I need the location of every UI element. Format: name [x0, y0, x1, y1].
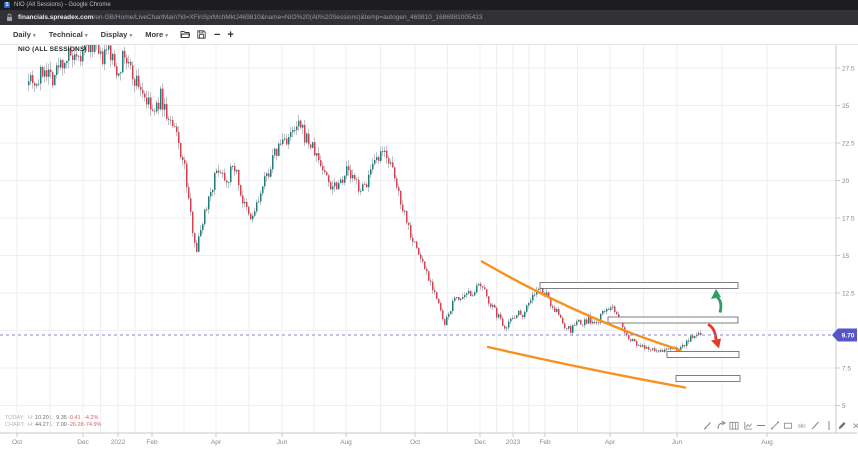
url-path: /en-GB/Home/LiveChartMain?id=XFinSprMchM…	[93, 14, 483, 21]
x-axis-label: Feb	[539, 439, 551, 446]
chevron-down-icon: ▾	[129, 33, 133, 39]
y-axis-label: 15	[842, 253, 850, 260]
axis-chart-icon[interactable]	[743, 420, 753, 431]
url-domain: financials.spreadex.com	[18, 14, 94, 21]
trendline-icon[interactable]	[770, 420, 780, 431]
window-title: NIO (All Sessions) - Google Chrome	[14, 2, 111, 8]
up-arrow[interactable]	[711, 289, 723, 313]
x-axis-label: 2022	[111, 439, 126, 446]
y-axis-label: 17.5	[842, 215, 855, 222]
anchor-icon[interactable]	[716, 420, 726, 431]
menu-display[interactable]: Display ▾	[100, 30, 133, 39]
x-axis-label: Apr	[211, 439, 222, 446]
chevron-down-icon: ▾	[165, 33, 168, 39]
current-price-badge: 9.70	[832, 328, 857, 342]
x-axis-label: Dec	[474, 439, 486, 446]
instrument-label: NIO (ALL SESSIONS)	[18, 46, 87, 53]
annotation-rectangles[interactable]	[539, 282, 741, 382]
y-axis-label: 27.5	[842, 65, 855, 72]
x-axis-label: Jun	[672, 439, 683, 446]
close-icon[interactable]	[851, 420, 858, 431]
zoom-out-icon[interactable]: −	[213, 28, 221, 41]
menu-technical[interactable]: Technical ▾	[48, 30, 88, 39]
drawing-toolbar: abc	[702, 420, 858, 431]
rectangle-icon[interactable]	[783, 420, 793, 431]
x-axis-label: Feb	[146, 439, 158, 446]
grid-icon[interactable]	[729, 420, 739, 431]
chart-axes: 27.52522.52017.51512.5107.55OctDec2022Fe…	[0, 44, 857, 446]
x-axis-label: Oct	[410, 439, 420, 446]
vertical-line-icon[interactable]	[824, 420, 834, 431]
price-badge-value: 9.70	[842, 332, 855, 339]
x-axis-label: Aug	[761, 439, 773, 446]
price-zone-box[interactable]	[539, 282, 739, 289]
annotation-trendlines[interactable]	[480, 260, 687, 389]
annotation-arrows[interactable]	[707, 289, 723, 349]
chart-gridlines	[0, 44, 836, 433]
y-axis-label: 20	[842, 178, 850, 185]
address-bar[interactable]: financials.spreadex.com/en-GB/Home/LiveC…	[0, 10, 858, 25]
chevron-down-icon: ▾	[33, 33, 36, 39]
stats-row: CHART: H: 44.27L: 7.00-26.28-74.9%	[5, 422, 102, 429]
down-arrow[interactable]	[707, 323, 721, 349]
menu-daily[interactable]: Daily ▾	[13, 30, 36, 39]
trendline[interactable]	[480, 260, 682, 352]
pencil-icon[interactable]	[837, 420, 847, 431]
y-axis-label: 7.5	[842, 365, 851, 372]
svg-text:abc: abc	[797, 424, 806, 430]
horizontal-line-icon[interactable]	[756, 420, 766, 431]
candlestick-series	[28, 44, 702, 354]
stats-row: TODAY: H: 10.20L: 9.35-0.41 -4.2%	[5, 415, 99, 421]
spreadex-favicon: S	[4, 2, 10, 8]
text-tool-icon[interactable]: abc	[797, 420, 807, 431]
price-zone-box[interactable]	[666, 351, 740, 358]
pointer-icon[interactable]	[702, 420, 712, 431]
x-axis-label: Aug	[340, 439, 352, 446]
url-text[interactable]: financials.spreadex.com/en-GB/Home/LiveC…	[18, 14, 483, 21]
zoom-in-icon[interactable]: +	[227, 28, 234, 41]
price-zone-box[interactable]	[607, 316, 739, 324]
x-axis-label: Jun	[277, 439, 288, 446]
price-zone-box[interactable]	[675, 375, 741, 382]
lock-icon[interactable]	[6, 13, 13, 22]
open-folder-icon[interactable]	[180, 29, 190, 40]
y-axis-label: 22.5	[842, 140, 855, 147]
save-icon[interactable]	[197, 29, 207, 40]
window-titlebar: S NIO (All Sessions) - Google Chrome	[0, 0, 858, 10]
x-axis-label: Oct	[12, 439, 22, 446]
y-axis-label: 12.5	[842, 290, 855, 297]
x-axis-label: 2023	[506, 439, 521, 446]
menu-more[interactable]: More ▾	[145, 30, 168, 39]
diagonal-line-icon[interactable]	[810, 420, 820, 431]
session-stats: TODAY: H: 10.20L: 9.35-0.41 -4.2% CHART: H: …	[5, 415, 101, 429]
trendline[interactable]	[486, 345, 687, 389]
chevron-down-icon: ▾	[84, 33, 88, 39]
x-axis-label: Apr	[605, 439, 616, 446]
y-axis-label: 5	[842, 403, 846, 410]
x-axis-label: Dec	[77, 439, 89, 446]
y-axis-label: 25	[842, 103, 850, 110]
chart-menubar: Daily ▾ Technical ▾ Display ▾ More ▾ − +	[0, 25, 858, 45]
